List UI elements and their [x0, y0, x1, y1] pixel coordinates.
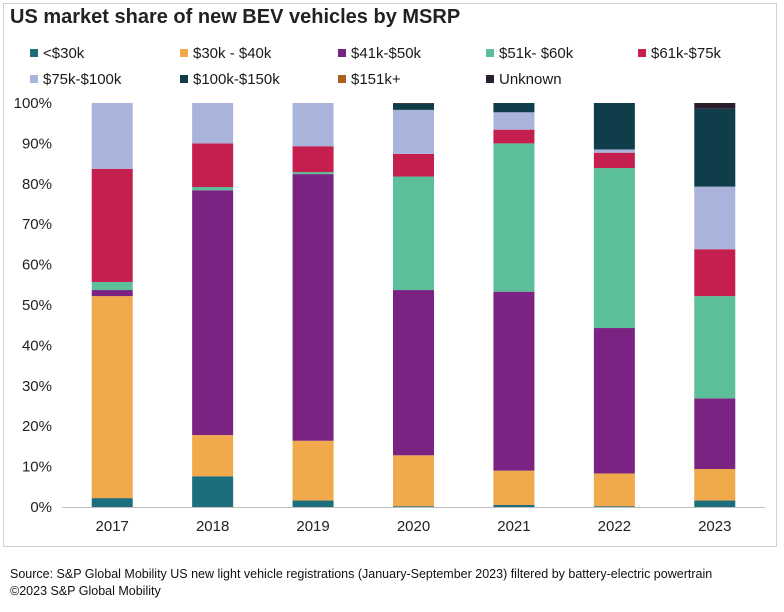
bar-segment	[192, 103, 234, 144]
bar-segment	[694, 296, 736, 399]
bar-segment	[91, 168, 133, 282]
bar-segment	[393, 290, 434, 456]
bar-segment	[292, 500, 334, 507]
bar-segment	[593, 473, 635, 507]
bar-segment	[493, 470, 535, 505]
bar-segment	[393, 109, 434, 154]
legend-item: Unknown	[486, 70, 562, 88]
bar-segment	[292, 146, 334, 173]
bar-segment	[393, 506, 434, 507]
y-tick-label: 80%	[22, 176, 52, 193]
bar-segment	[91, 281, 133, 291]
bar-segment	[292, 103, 334, 147]
bar-segment	[192, 143, 234, 188]
x-tick-label: 2021	[497, 518, 530, 535]
bar-segment	[493, 112, 535, 130]
bar-segment	[593, 506, 635, 507]
y-tick-label: 10%	[22, 459, 52, 476]
x-tick-label: 2019	[296, 518, 329, 535]
bar-segment	[192, 435, 234, 477]
legend-label: $151k+	[351, 70, 401, 88]
bar-segment	[393, 103, 434, 110]
y-tick-label: 90%	[22, 135, 52, 152]
bar-segment	[192, 476, 234, 507]
bar-segment	[192, 187, 234, 191]
y-tick-label: 40%	[22, 337, 52, 354]
legend-label: $75k-$100k	[43, 70, 122, 88]
legend-swatch	[486, 75, 494, 83]
legend-swatch	[338, 49, 346, 57]
bar-segment	[91, 290, 133, 297]
legend-item: <$30k	[30, 44, 84, 62]
bar-segment	[493, 129, 535, 144]
y-tick-label: 70%	[22, 216, 52, 233]
chart-title: US market share of new BEV vehicles by M…	[10, 6, 461, 28]
legend-swatch	[30, 49, 38, 57]
bar-segment	[493, 143, 535, 292]
legend-label: Unknown	[499, 70, 562, 88]
legend-swatch	[30, 75, 38, 83]
y-tick-label: 0%	[30, 499, 52, 516]
bar-segment	[393, 176, 434, 291]
y-tick-label: 60%	[22, 257, 52, 274]
bar-segment	[593, 149, 635, 153]
bar-segment	[91, 103, 133, 169]
bar-segment	[694, 500, 736, 507]
bar-segment	[292, 440, 334, 501]
bar-segment	[694, 249, 736, 297]
legend-swatch	[338, 75, 346, 83]
bar-segment	[493, 103, 535, 113]
bar-segment	[694, 398, 736, 470]
source-note: Source: S&P Global Mobility US new light…	[10, 566, 712, 600]
bar-segment	[694, 108, 736, 187]
bar-segment	[593, 328, 635, 474]
y-tick-label: 100%	[14, 95, 52, 112]
bar-segment	[393, 153, 434, 177]
bar-segment	[694, 469, 736, 501]
x-tick-label: 2020	[397, 518, 430, 535]
x-tick-label: 2022	[598, 518, 631, 535]
legend-item: $41k-$50k	[338, 44, 421, 62]
chart-frame	[3, 3, 777, 547]
bar-segment	[593, 103, 635, 150]
legend-label: <$30k	[43, 44, 85, 62]
x-tick-label: 2023	[698, 518, 731, 535]
bar-segment	[91, 296, 133, 499]
bar-segment	[192, 190, 234, 436]
legend-label: $30k - $40k	[193, 44, 272, 62]
legend-swatch	[486, 49, 494, 57]
bar-segment	[694, 186, 736, 250]
legend-item: $61k-$75k	[638, 44, 721, 62]
legend-item: $100k-$150k	[180, 70, 280, 88]
legend-label: $51k- $60k	[499, 44, 574, 62]
bar-segment	[91, 498, 133, 507]
y-tick-label: 50%	[22, 297, 52, 314]
x-tick-label: 2017	[96, 518, 129, 535]
x-tick-label: 2018	[196, 518, 229, 535]
bar-segment	[593, 168, 635, 329]
bar-segment	[493, 291, 535, 471]
y-tick-label: 30%	[22, 378, 52, 395]
y-tick-label: 20%	[22, 418, 52, 435]
legend-swatch	[638, 49, 646, 57]
bar-segment	[393, 103, 434, 104]
legend-item: $51k- $60k	[486, 44, 573, 62]
bar-segment	[694, 103, 736, 109]
legend-label: $100k-$150k	[193, 70, 280, 88]
copyright-line: ©2023 S&P Global Mobility	[10, 584, 161, 598]
legend-label: $41k-$50k	[351, 44, 422, 62]
legend-item: $30k - $40k	[180, 44, 271, 62]
legend-item: $75k-$100k	[30, 70, 121, 88]
bar-segment	[493, 504, 535, 507]
bar-segment	[593, 152, 635, 169]
source-line-1: Source: S&P Global Mobility US new light…	[10, 567, 713, 581]
bar-segment	[393, 455, 434, 507]
bar-segment	[292, 172, 334, 175]
legend-item: $151k+	[338, 70, 401, 88]
legend-label: $61k-$75k	[651, 44, 722, 62]
legend-swatch	[180, 75, 188, 83]
bar-segment	[292, 174, 334, 441]
legend-swatch	[180, 49, 188, 57]
